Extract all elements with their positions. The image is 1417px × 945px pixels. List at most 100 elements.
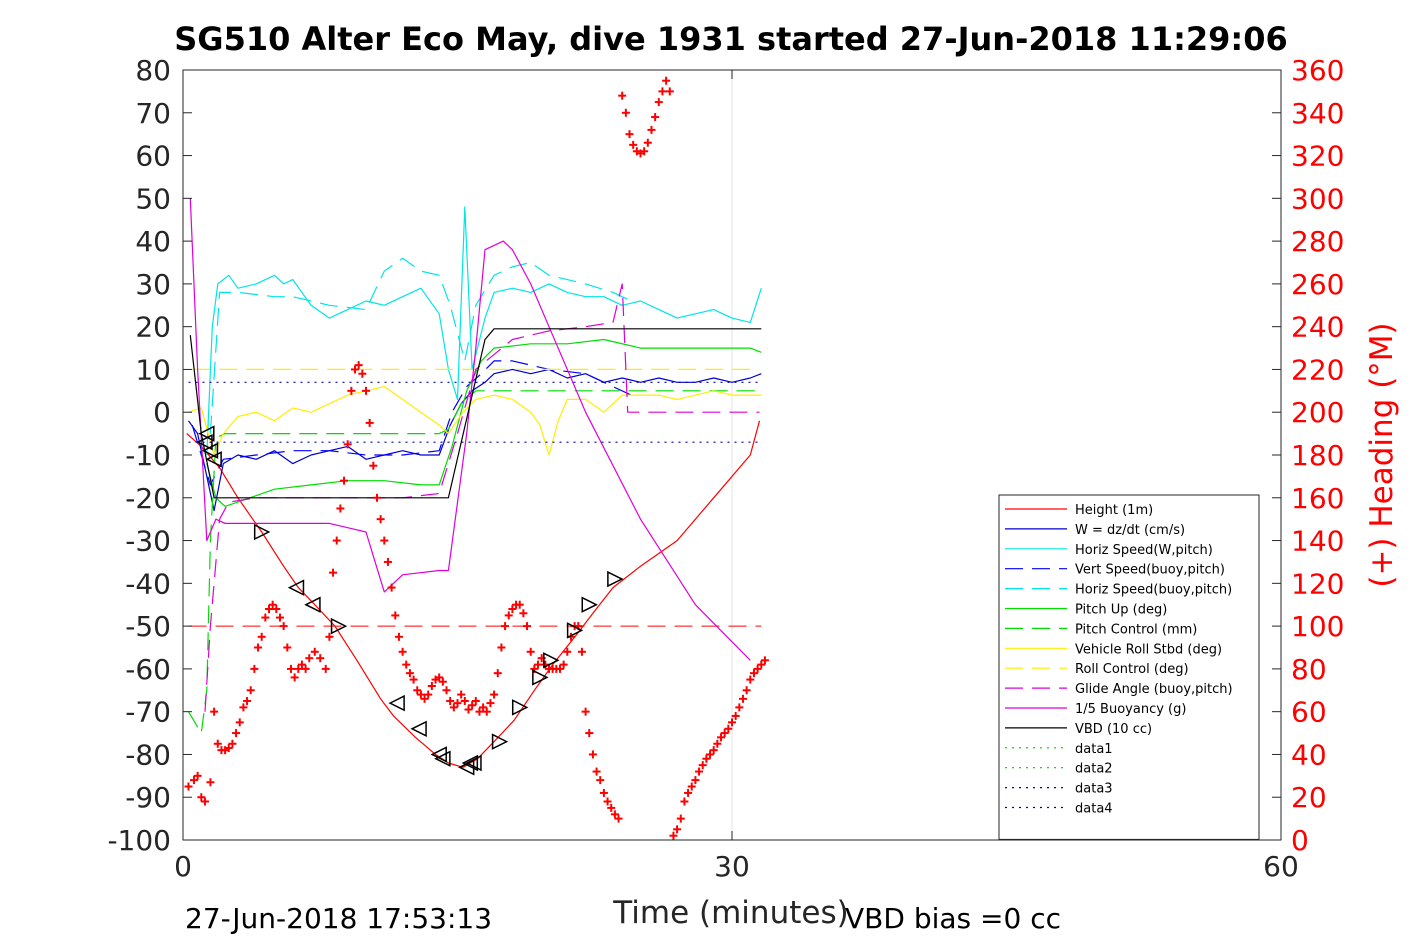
heading-point bbox=[753, 664, 762, 673]
y-right-tick-label: 340 bbox=[1291, 97, 1344, 130]
heading-point bbox=[184, 782, 193, 791]
heading-point bbox=[200, 797, 209, 806]
y-left-tick-label: 40 bbox=[135, 225, 171, 258]
y-right-tick-label: 220 bbox=[1291, 353, 1344, 386]
triangle-marker bbox=[253, 523, 271, 541]
y-left-tick-label: -70 bbox=[125, 696, 171, 729]
heading-point bbox=[358, 369, 367, 378]
legend-label: Horiz Speed(buoy,pitch) bbox=[1075, 583, 1232, 598]
heading-point bbox=[332, 536, 341, 545]
heading-point bbox=[673, 825, 682, 834]
heading-point bbox=[599, 788, 608, 797]
heading-point bbox=[321, 664, 330, 673]
heading-point bbox=[731, 711, 740, 720]
heading-point bbox=[257, 632, 266, 641]
timestamp-footer: 27-Jun-2018 17:53:13 bbox=[185, 902, 492, 935]
heading-point bbox=[380, 536, 389, 545]
heading-point bbox=[717, 733, 726, 742]
heading-point bbox=[372, 493, 381, 502]
y-left-tick-label: -60 bbox=[125, 653, 171, 686]
heading-point bbox=[316, 654, 325, 663]
heading-point bbox=[340, 476, 349, 485]
heading-point bbox=[420, 694, 429, 703]
heading-point bbox=[709, 746, 718, 755]
y-left-tick-label: 10 bbox=[135, 353, 171, 386]
x-tick-label: 60 bbox=[1263, 850, 1299, 883]
triangle-marker bbox=[461, 754, 479, 772]
heading-point bbox=[351, 365, 360, 374]
legend-label: Roll Control (deg) bbox=[1075, 662, 1189, 677]
legend-label: Vehicle Roll Stbd (deg) bbox=[1075, 642, 1222, 657]
heading-point bbox=[559, 660, 568, 669]
y-left-tick-label: -90 bbox=[125, 781, 171, 814]
y-left-tick-label: -80 bbox=[125, 738, 171, 771]
heading-point bbox=[239, 703, 248, 712]
x-axis-label: Time (minutes) bbox=[612, 895, 848, 931]
triangle-marker bbox=[198, 425, 215, 442]
heading-point bbox=[362, 386, 370, 395]
heading-point bbox=[698, 761, 707, 770]
triangle-marker bbox=[330, 617, 348, 635]
heading-point bbox=[275, 613, 284, 622]
heading-point bbox=[347, 386, 356, 395]
y-right-tick-label: 140 bbox=[1291, 525, 1344, 558]
heading-point bbox=[297, 660, 306, 669]
y-right-tick-label: 100 bbox=[1291, 610, 1344, 643]
heading-point bbox=[416, 690, 425, 699]
heading-point bbox=[413, 686, 422, 695]
heading-point bbox=[621, 108, 630, 117]
y-left-tick-label: 80 bbox=[135, 54, 171, 87]
heading-point bbox=[676, 814, 685, 823]
heading-point bbox=[618, 91, 627, 100]
heading-point bbox=[695, 767, 704, 776]
heading-point bbox=[603, 797, 612, 806]
y-left-tick-label: 0 bbox=[153, 396, 171, 429]
heading-point bbox=[724, 724, 733, 733]
y-right-tick-label: 360 bbox=[1291, 54, 1344, 87]
heading-point bbox=[424, 690, 433, 699]
heading-point bbox=[435, 673, 444, 682]
heading-point bbox=[563, 647, 572, 656]
triangle-marker bbox=[465, 754, 482, 772]
heading-point bbox=[640, 147, 649, 156]
triangle-marker bbox=[581, 596, 598, 613]
heading-point bbox=[596, 776, 605, 785]
series-line-horiz-speed-w-pitch bbox=[206, 206, 762, 456]
y-left-tick-label: 20 bbox=[135, 311, 171, 344]
heading-point bbox=[684, 788, 693, 797]
legend-label: data3 bbox=[1075, 782, 1113, 797]
triangle-marker bbox=[205, 451, 222, 468]
heading-point bbox=[471, 696, 480, 705]
heading-point bbox=[713, 739, 722, 748]
series-line-height-1m bbox=[186, 420, 761, 768]
right-axis-label: (+) Heading (°M) bbox=[1364, 322, 1400, 587]
heading-point bbox=[658, 87, 667, 96]
series-line-1-5-buoyancy-g bbox=[189, 198, 751, 661]
heading-point bbox=[279, 622, 288, 631]
y-right-tick-label: 180 bbox=[1291, 439, 1344, 472]
y-right-tick-label: 200 bbox=[1291, 396, 1344, 429]
heading-point bbox=[268, 600, 277, 609]
heading-point bbox=[497, 643, 506, 652]
triangle-marker bbox=[430, 746, 447, 763]
heading-point bbox=[383, 557, 392, 566]
legend-label: VBD (10 cc) bbox=[1075, 722, 1152, 737]
heading-point bbox=[286, 664, 295, 673]
heading-point bbox=[581, 707, 590, 716]
triangle-marker bbox=[196, 433, 213, 451]
heading-point bbox=[442, 686, 451, 695]
triangle-marker bbox=[201, 442, 219, 459]
legend-label: Pitch Up (deg) bbox=[1075, 603, 1167, 618]
heading-point bbox=[405, 669, 414, 678]
heading-point bbox=[354, 361, 363, 370]
x-tick-label: 30 bbox=[714, 850, 750, 883]
heading-point bbox=[301, 664, 310, 673]
heading-point bbox=[265, 605, 274, 613]
heading-point bbox=[343, 440, 352, 449]
triangle-marker bbox=[491, 733, 509, 750]
heading-point bbox=[398, 647, 407, 656]
legend-label: W = dz/dt (cm/s) bbox=[1075, 523, 1185, 538]
heading-point bbox=[651, 113, 660, 122]
series-line-horiz-speed-buoy-pitch bbox=[209, 257, 632, 434]
heading-point bbox=[391, 611, 400, 620]
